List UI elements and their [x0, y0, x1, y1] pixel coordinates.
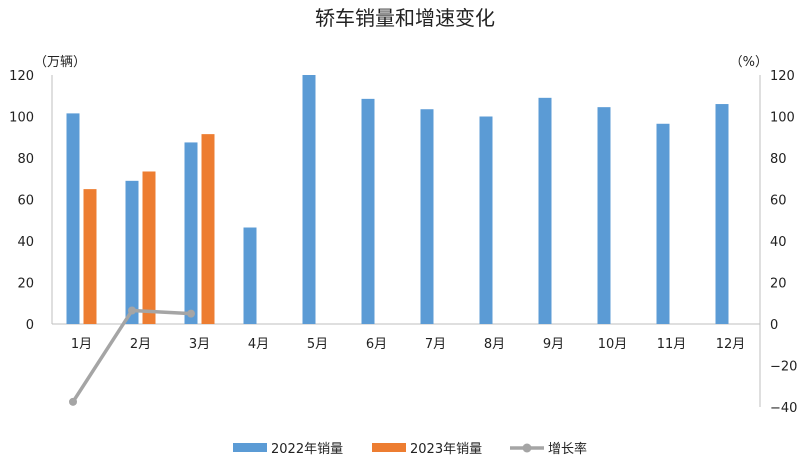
left-tick-label: 40 — [17, 235, 34, 250]
bar-2022-10 — [597, 107, 611, 324]
right-axis-unit: （%） — [730, 55, 768, 70]
bar-2022-11 — [656, 123, 670, 324]
bar-2022-9 — [538, 97, 552, 324]
x-tick-label: 9月 — [543, 337, 564, 352]
bar-2023-2 — [142, 171, 156, 324]
legend-label: 2023年销量 — [410, 442, 482, 457]
chart-title: 轿车销量和增速变化 — [315, 6, 495, 30]
bar-2022-3 — [184, 142, 198, 324]
left-tick-label: 80 — [17, 152, 34, 167]
right-tick-label: 20 — [770, 277, 787, 292]
legend-label: 增长率 — [548, 441, 587, 457]
growth-point-1 — [69, 397, 77, 406]
left-tick-label: 0 — [26, 318, 34, 333]
x-tick-label: 3月 — [189, 337, 210, 352]
legend-label: 2022年销量 — [271, 442, 343, 457]
left-tick-label: 100 — [9, 111, 34, 126]
axes: 0 20 40 60 80 100 120 −40 −20 0 20 40 60 80 100 120 — [9, 69, 797, 416]
right-tick-label: 40 — [770, 235, 787, 250]
growth-point-3 — [187, 309, 195, 318]
bar-2022-2 — [125, 180, 139, 324]
left-tick-label: 20 — [17, 277, 34, 292]
right-tick-label: 120 — [770, 69, 795, 84]
x-tick-label: 5月 — [307, 337, 328, 352]
bar-2022-4 — [243, 227, 257, 324]
growth-point-2 — [128, 306, 136, 315]
x-tick-label: 2月 — [130, 337, 151, 352]
bar-2023-1 — [83, 189, 97, 324]
x-tick-label: 8月 — [484, 337, 505, 352]
bar-2023-3 — [201, 134, 215, 324]
legend-line-marker — [522, 443, 532, 453]
right-tick-label: −40 — [770, 401, 797, 416]
bar-2022-6 — [361, 98, 375, 324]
bars — [66, 75, 729, 324]
x-tick-label: 4月 — [248, 337, 269, 352]
x-tick-label: 1月 — [71, 337, 92, 352]
x-tick-label: 6月 — [366, 337, 387, 352]
left-tick-label: 120 — [9, 69, 34, 84]
bar-2022-12 — [715, 104, 729, 324]
right-tick-label: 0 — [770, 318, 778, 333]
left-tick-label: 60 — [17, 194, 34, 209]
x-tick-labels: 1月 2月 3月 4月 5月 6月 7月 8月 9月 10月 11月 12月 — [71, 337, 745, 352]
x-tick-label: 7月 — [425, 337, 446, 352]
legend-swatch-1 — [233, 443, 267, 452]
left-axis-unit: （万辆） — [34, 55, 86, 70]
right-tick-label: −20 — [770, 360, 797, 375]
growth-line — [69, 306, 195, 406]
bar-2022-5 — [302, 75, 316, 324]
bar-2022-8 — [479, 116, 493, 324]
bar-2022-1 — [66, 113, 80, 324]
right-tick-label: 100 — [770, 111, 795, 126]
right-tick-label: 60 — [770, 194, 787, 209]
x-tick-label: 12月 — [716, 337, 746, 352]
bar-2022-7 — [420, 109, 434, 324]
right-tick-label: 80 — [770, 152, 787, 167]
legend: 2022年销量 2023年销量 增长率 — [233, 441, 587, 457]
x-tick-label: 10月 — [598, 337, 628, 352]
x-tick-label: 11月 — [657, 337, 687, 352]
legend-swatch-2 — [372, 443, 406, 452]
